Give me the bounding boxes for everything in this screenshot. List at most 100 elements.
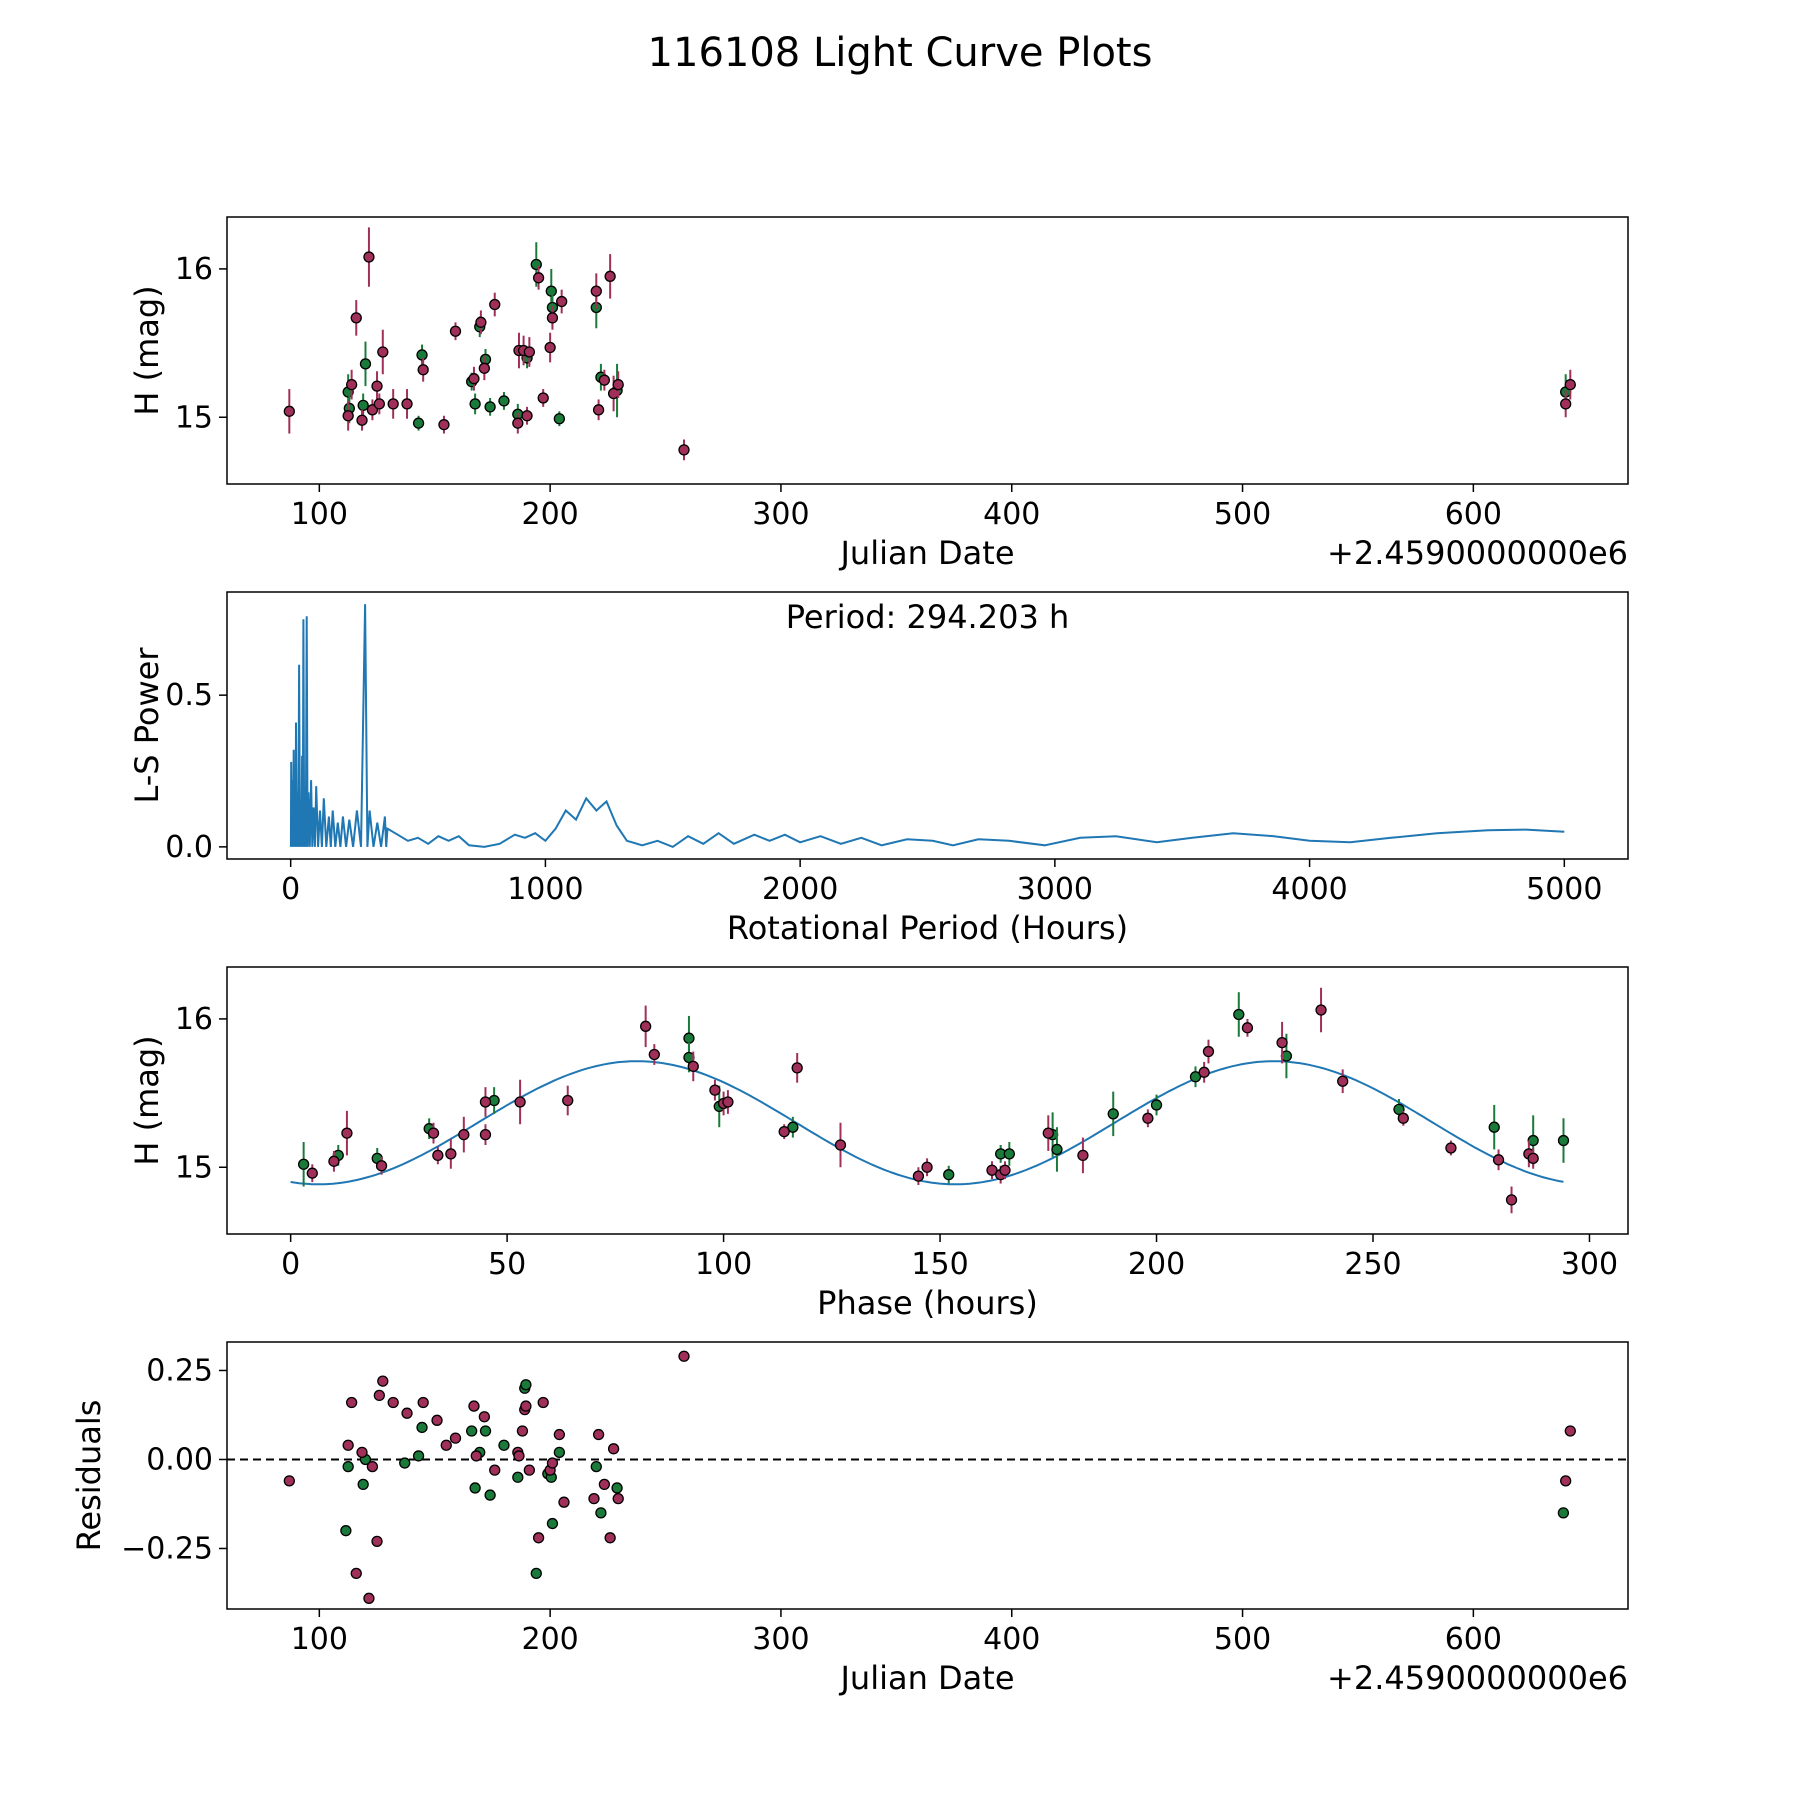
data-point xyxy=(648,1048,660,1061)
data-point xyxy=(523,1464,536,1476)
data-point xyxy=(478,1411,491,1423)
data-point xyxy=(640,1020,652,1032)
series-r xyxy=(283,1350,1576,1604)
data-point xyxy=(611,1482,623,1494)
x-tick-label: 150 xyxy=(911,1247,968,1282)
data-point xyxy=(449,325,462,337)
x-tick-label: 200 xyxy=(521,497,578,532)
data-point xyxy=(530,258,542,271)
data-point xyxy=(1150,1099,1163,1111)
periodogram-line xyxy=(289,604,1565,849)
data-point xyxy=(683,1032,695,1044)
data-point xyxy=(546,1457,559,1469)
data-point xyxy=(709,1084,721,1096)
data-point xyxy=(537,392,549,404)
data-point xyxy=(598,374,611,386)
x-tick-label: 300 xyxy=(1561,1247,1618,1282)
data-point xyxy=(1560,398,1572,410)
data-point xyxy=(498,395,510,407)
data-point xyxy=(545,285,557,297)
data-point xyxy=(607,1443,620,1455)
data-point xyxy=(440,1439,452,1451)
data-point xyxy=(1198,1066,1210,1078)
data-point xyxy=(469,1482,481,1494)
x-tick-label: 400 xyxy=(983,1622,1040,1657)
data-point xyxy=(416,349,428,361)
data-point xyxy=(1202,1045,1215,1058)
data-point xyxy=(283,1475,295,1487)
data-point xyxy=(306,1167,318,1179)
data-point xyxy=(556,295,568,308)
data-point xyxy=(283,405,295,417)
data-point xyxy=(1557,1507,1570,1519)
y-axis-label: Residuals xyxy=(70,1400,108,1552)
x-tick-label: 100 xyxy=(291,497,348,532)
data-point xyxy=(532,1532,545,1544)
data-point xyxy=(1397,1112,1409,1124)
data-point xyxy=(417,364,429,376)
data-point xyxy=(363,1592,375,1604)
data-point xyxy=(1077,1149,1089,1162)
data-point xyxy=(604,270,616,282)
data-point xyxy=(350,312,362,324)
data-point xyxy=(1445,1142,1457,1154)
data-point xyxy=(1527,1152,1539,1164)
data-point xyxy=(590,1460,602,1473)
data-point xyxy=(345,378,358,391)
x-tick-label: 600 xyxy=(1445,497,1502,532)
axes-frame xyxy=(226,1341,1629,1610)
data-point xyxy=(387,398,399,410)
data-point xyxy=(546,312,559,324)
data-point xyxy=(1241,1022,1254,1034)
x-tick-label: 100 xyxy=(695,1247,752,1282)
data-point xyxy=(345,1396,358,1409)
x-offset-label: +2.4590000000e6 xyxy=(1327,534,1628,572)
data-point xyxy=(484,1489,496,1501)
y-tick-label: 0.00 xyxy=(146,1442,213,1477)
data-point xyxy=(612,378,624,391)
data-point xyxy=(328,1155,340,1167)
y-tick-label: 15 xyxy=(175,1150,213,1185)
y-tick-label: 16 xyxy=(175,252,213,287)
data-point xyxy=(592,1428,605,1441)
data-point xyxy=(834,1139,847,1151)
data-point xyxy=(357,399,369,412)
data-point xyxy=(469,398,481,410)
data-point xyxy=(342,410,354,422)
data-point xyxy=(791,1062,803,1074)
series-r xyxy=(306,987,1539,1214)
x-tick-label: 3000 xyxy=(1017,872,1093,907)
data-point xyxy=(412,1450,425,1462)
data-point xyxy=(340,1525,352,1537)
y-tick-label: −0.25 xyxy=(121,1531,213,1566)
data-point xyxy=(612,1492,624,1505)
x-tick-label: 250 xyxy=(1344,1247,1401,1282)
data-point xyxy=(489,1464,501,1476)
x-tick-label: 300 xyxy=(752,1622,809,1657)
data-point xyxy=(371,1535,383,1548)
data-point xyxy=(943,1169,955,1181)
panel-residuals: 100 200 300 400 500 600 0.25 0.00 −0.25 Julian Da… xyxy=(70,1341,1629,1697)
data-point xyxy=(1393,1103,1405,1116)
data-point xyxy=(432,1149,444,1162)
x-axis-label: Julian Date xyxy=(838,534,1014,572)
data-point xyxy=(427,1127,440,1139)
data-point xyxy=(520,1379,532,1391)
x-tick-label: 0 xyxy=(281,872,300,907)
data-point xyxy=(350,1567,362,1580)
data-point xyxy=(466,1425,478,1437)
data-point xyxy=(1315,1004,1327,1016)
data-point xyxy=(412,417,425,429)
axes-frame xyxy=(226,216,1629,485)
data-point xyxy=(401,1407,413,1419)
y-tick-label: 0.0 xyxy=(165,830,213,865)
data-point xyxy=(479,1425,492,1437)
y-axis-label: H (mag) xyxy=(128,1035,166,1165)
data-point xyxy=(516,1425,529,1437)
panel-lightcurve: 100 200 300 400 500 600 15 16 Julian Date H (mag)… xyxy=(128,216,1629,572)
data-point xyxy=(498,1439,510,1451)
data-point xyxy=(544,341,556,354)
x-tick-label: 1000 xyxy=(507,872,583,907)
data-point xyxy=(787,1121,799,1133)
